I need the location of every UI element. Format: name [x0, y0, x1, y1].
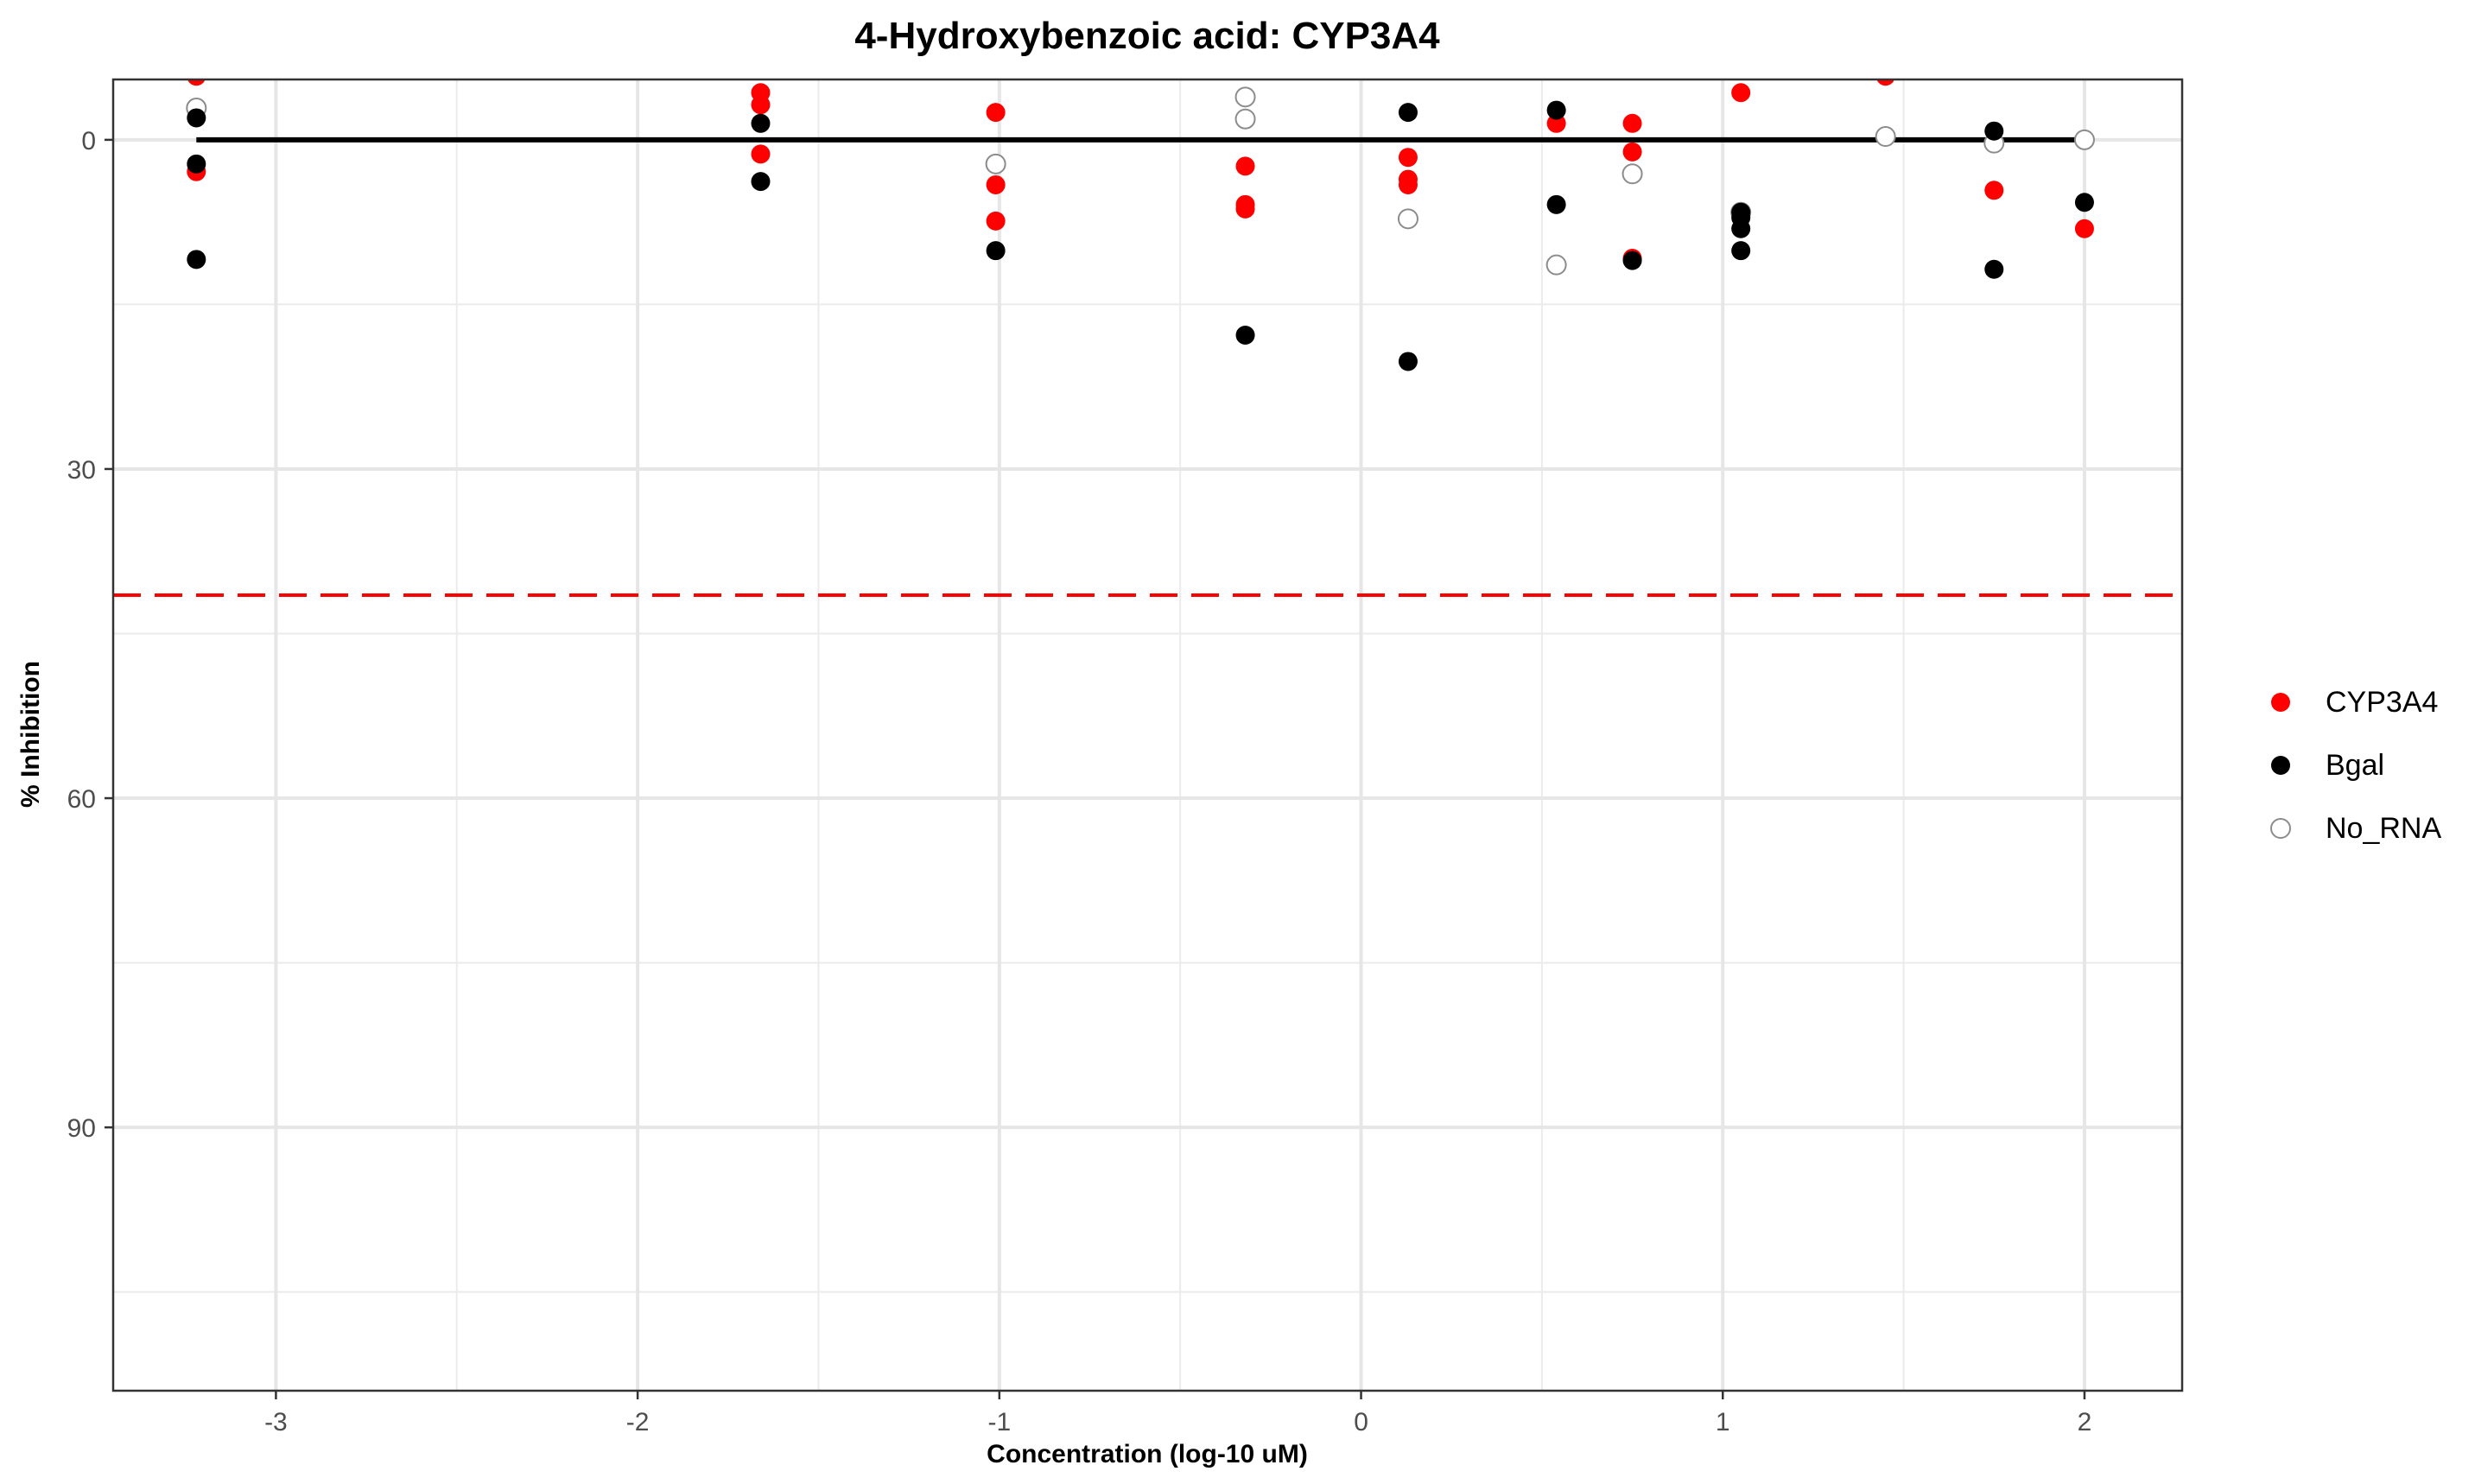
data-point-cyp3a4: [187, 79, 206, 86]
data-point-cyp3a4: [2074, 219, 2094, 238]
data-point-bgal: [1622, 251, 1642, 270]
x-tick-label: -3: [264, 1408, 288, 1436]
data-point-bgal: [751, 172, 771, 192]
x-tick-label: 0: [1354, 1408, 1368, 1436]
data-point-no-rna: [1545, 254, 1567, 276]
plot-border: [111, 78, 2184, 1392]
data-point-cyp3a4: [751, 144, 771, 164]
data-point-bgal: [1398, 103, 1418, 123]
data-point-cyp3a4: [1876, 79, 1894, 86]
legend-label-no-rna: No_RNA: [2326, 812, 2441, 845]
y-tick-label: 0: [81, 127, 96, 155]
data-point-cyp3a4: [1398, 174, 1418, 194]
data-point-cyp3a4: [1984, 181, 2004, 200]
data-point-cyp3a4: [986, 211, 1006, 231]
data-point-no-rna: [1397, 208, 1418, 230]
data-point-no-rna: [1234, 108, 1256, 130]
data-point-bgal: [1984, 259, 2004, 279]
data-point-cyp3a4: [986, 174, 1006, 194]
data-point-bgal: [1546, 100, 1566, 120]
data-point-no-rna: [985, 153, 1006, 174]
data-point-no-rna: [1621, 163, 1643, 185]
data-point-bgal: [187, 250, 206, 270]
data-point-bgal: [187, 108, 206, 128]
data-point-cyp3a4: [751, 95, 771, 115]
data-point-cyp3a4: [1622, 142, 1642, 162]
data-point-bgal: [986, 241, 1006, 261]
plot-panel: [113, 79, 2182, 1391]
data-point-cyp3a4: [1398, 148, 1418, 168]
data-point-bgal: [2074, 193, 2094, 212]
legend-label-cyp3a4: CYP3A4: [2326, 686, 2438, 719]
data-point-bgal: [1984, 121, 2004, 141]
legend-marker-bgal: [2271, 756, 2290, 775]
y-tick-label: 30: [67, 456, 96, 485]
legend-marker-no-rna: [2270, 818, 2291, 839]
x-tick-label: 2: [2078, 1408, 2092, 1436]
plot-area: -3 -2 -1 0 1 2 0 30 60 90: [67, 78, 2184, 1436]
data-point-cyp3a4: [986, 103, 1006, 123]
y-axis-title: % Inhibition: [16, 661, 45, 808]
data-point-bgal: [1546, 194, 1566, 214]
data-point-bgal: [1398, 352, 1418, 371]
data-point-cyp3a4: [1235, 156, 1255, 176]
y-tick-label: 90: [67, 1114, 96, 1143]
data-point-cyp3a4: [1731, 83, 1751, 103]
x-axis-title: Concentration (log-10 uM): [987, 1440, 1308, 1468]
data-point-bgal: [1731, 219, 1751, 238]
x-tick-label: -1: [987, 1408, 1011, 1436]
data-point-bgal: [1731, 241, 1751, 261]
chart-title: 4-Hydroxybenzoic acid: CYP3A4: [854, 15, 1440, 57]
data-point-bgal: [187, 154, 206, 174]
x-tick-label: -2: [626, 1408, 650, 1436]
y-tick-label: 60: [67, 785, 96, 814]
data-layer: [113, 79, 2182, 598]
legend-label-bgal: Bgal: [2326, 749, 2384, 782]
data-point-bgal: [751, 113, 771, 133]
data-point-no-rna: [2073, 129, 2095, 150]
data-point-cyp3a4: [1622, 113, 1642, 133]
data-point-cyp3a4: [1546, 113, 1566, 133]
x-tick-label: 1: [1716, 1408, 1730, 1436]
data-point-no-rna: [1875, 126, 1896, 148]
data-point-bgal: [1235, 325, 1255, 345]
legend: CYP3A4 Bgal No_RNA: [2270, 686, 2441, 845]
data-point-cyp3a4: [1235, 199, 1255, 219]
legend-marker-cyp3a4: [2271, 693, 2290, 712]
data-point-no-rna: [1234, 86, 1256, 108]
